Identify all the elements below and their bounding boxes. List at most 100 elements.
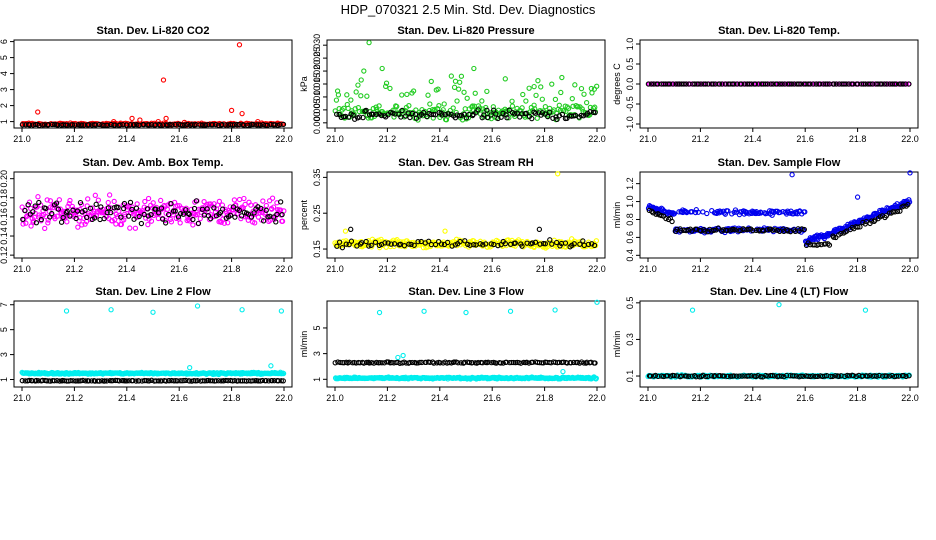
data-point <box>144 206 151 212</box>
data-point <box>571 241 577 247</box>
data-point <box>348 238 355 244</box>
data-point <box>169 122 175 128</box>
data-point <box>27 122 33 128</box>
data-point <box>387 85 393 92</box>
data-point <box>430 111 437 118</box>
data-point <box>213 378 219 384</box>
data-point <box>718 209 724 215</box>
y-tick-label: 0.14 <box>0 227 9 245</box>
data-point <box>509 98 515 104</box>
series-secondary <box>334 107 598 122</box>
panel-1: Stan. Dev. Li-820 CO2 21.0 21.2 21.4 21.6 21.… <box>0 25 293 144</box>
data-point <box>450 105 456 111</box>
y-tick-label: 7 <box>0 302 9 307</box>
data-point <box>363 238 369 245</box>
data-point <box>134 122 140 128</box>
y-tick-label: 0.5 <box>625 58 635 71</box>
data-point <box>758 374 764 380</box>
data-point <box>554 116 560 122</box>
data-point <box>72 212 79 219</box>
x-tick-label: 21.0 <box>639 393 657 403</box>
data-point <box>257 378 264 384</box>
data-point <box>278 199 284 205</box>
data-point <box>448 73 454 79</box>
data-point <box>549 81 555 87</box>
data-point <box>646 207 652 214</box>
data-point <box>45 122 52 128</box>
data-point <box>121 200 128 207</box>
data-point <box>130 377 136 384</box>
data-point <box>197 215 203 222</box>
data-point <box>255 118 261 125</box>
data-point <box>900 81 906 87</box>
data-point <box>498 360 504 366</box>
x-tick-label: 21.4 <box>118 264 136 274</box>
data-point <box>355 82 361 88</box>
data-point <box>339 245 346 251</box>
data-point <box>239 307 245 313</box>
data-point <box>833 234 839 241</box>
data-point <box>534 115 540 121</box>
data-point <box>67 197 73 204</box>
data-point <box>457 238 463 245</box>
data-point <box>260 198 266 204</box>
data-point <box>372 239 379 245</box>
data-point <box>461 359 468 365</box>
data-point <box>556 102 562 108</box>
data-point <box>383 83 389 89</box>
data-point <box>441 101 447 107</box>
x-tick-label: 21.8 <box>223 393 241 403</box>
data-point <box>506 115 512 121</box>
data-point <box>755 372 761 379</box>
data-point <box>562 240 569 246</box>
data-point <box>33 220 40 226</box>
x-tick-label: 21.0 <box>326 134 344 144</box>
data-point <box>273 219 279 225</box>
data-point <box>488 112 494 118</box>
data-point <box>692 209 699 216</box>
data-point <box>266 198 273 204</box>
data-point <box>575 103 581 110</box>
x-tick-label: 21.6 <box>483 264 501 274</box>
data-point <box>466 359 473 366</box>
data-point <box>777 81 783 87</box>
data-point <box>68 377 74 384</box>
x-tick-label: 21.6 <box>170 264 188 274</box>
data-point <box>85 378 92 384</box>
data-point <box>526 85 532 91</box>
data-point <box>342 228 349 234</box>
data-point <box>681 81 687 87</box>
data-point <box>479 98 485 104</box>
data-point <box>157 122 163 128</box>
data-point <box>869 81 876 87</box>
data-point <box>260 218 267 224</box>
data-point <box>483 241 489 247</box>
data-point <box>710 81 716 87</box>
data-point <box>248 214 255 220</box>
x-tick-label: 21.4 <box>744 393 762 403</box>
y-tick-label: 0.0 <box>625 78 635 91</box>
data-point <box>645 81 652 87</box>
data-point <box>906 81 912 87</box>
data-point <box>652 372 659 379</box>
data-point <box>373 104 379 110</box>
y-tick-label: 0.18 <box>0 189 9 207</box>
panel-title: Stan. Dev. Line 2 Flow <box>95 286 211 298</box>
data-point <box>19 378 25 384</box>
data-point <box>36 199 42 206</box>
x-tick-label: 22.0 <box>901 393 919 403</box>
data-point <box>801 226 807 233</box>
series-primary <box>645 170 913 247</box>
data-point <box>22 207 28 214</box>
data-point <box>208 215 214 222</box>
data-point <box>190 216 196 223</box>
data-point <box>132 225 139 231</box>
data-point <box>79 222 85 228</box>
data-point <box>76 218 82 224</box>
data-point <box>160 77 167 83</box>
data-point <box>163 220 169 226</box>
data-point <box>559 74 565 81</box>
data-point <box>162 217 168 224</box>
data-point <box>703 81 709 87</box>
x-tick-label: 21.2 <box>379 264 397 274</box>
